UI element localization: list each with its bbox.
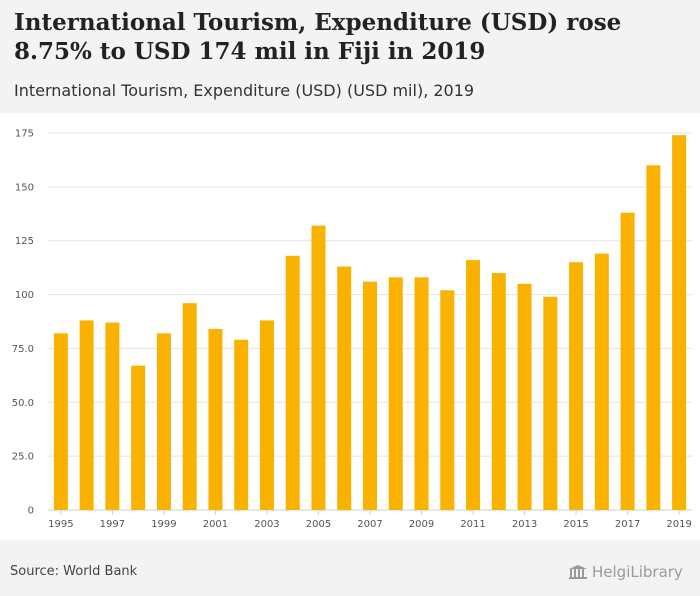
bar-2003[interactable] — [259, 320, 274, 510]
bar-2011[interactable] — [466, 260, 481, 510]
bar-2002[interactable] — [234, 339, 249, 510]
x-tick-label: 2013 — [512, 519, 537, 530]
y-tick-label: 150 — [15, 182, 34, 193]
bar-2006[interactable] — [337, 266, 352, 510]
x-tick-label: 1999 — [151, 519, 176, 530]
helgilibrary-logo[interactable]: HelgiLibrary — [568, 563, 683, 581]
x-tick-label: 2017 — [615, 519, 640, 530]
bar-2013[interactable] — [517, 283, 532, 510]
bar-1995[interactable] — [53, 333, 68, 510]
y-tick-label: 25.0 — [12, 452, 34, 463]
y-tick-label: 100 — [15, 290, 34, 301]
bar-1997[interactable] — [105, 322, 120, 510]
x-tick-label: 1995 — [48, 519, 73, 530]
x-tick-label: 2009 — [409, 519, 434, 530]
bar-2000[interactable] — [182, 303, 197, 510]
x-tick-label: 1997 — [100, 519, 125, 530]
y-tick-label: 175 — [15, 129, 34, 140]
bar-1999[interactable] — [156, 333, 171, 510]
bar-2008[interactable] — [388, 277, 403, 510]
bar-2012[interactable] — [491, 273, 506, 510]
bar-2016[interactable] — [594, 253, 609, 510]
x-tick-label: 2015 — [563, 519, 588, 530]
library-building-icon — [569, 565, 587, 579]
y-tick-label: 125 — [15, 236, 34, 247]
chart-subtitle: International Tourism, Expenditure (USD)… — [14, 81, 475, 100]
bar-2018[interactable] — [646, 165, 661, 511]
bar-2017[interactable] — [620, 212, 635, 511]
bar-2004[interactable] — [285, 255, 300, 510]
bars — [53, 135, 687, 511]
y-tick-label: 75.0 — [12, 344, 34, 355]
bar-2005[interactable] — [311, 225, 326, 511]
y-axis-ticks: 0 25.0 50.0 75.0 100 125 150 175 — [12, 129, 34, 517]
bar-2019[interactable] — [672, 135, 687, 510]
bar-2007[interactable] — [363, 281, 377, 510]
chart-title: International Tourism, Expenditure (USD)… — [14, 9, 622, 65]
x-tick-label: 2019 — [666, 519, 691, 530]
x-tick-label: 2003 — [254, 519, 279, 530]
x-tick-label: 2011 — [460, 519, 485, 530]
x-tick-label: 2001 — [203, 519, 228, 530]
bar-2015[interactable] — [569, 262, 584, 510]
bar-2001[interactable] — [208, 329, 223, 510]
source-note: Source: World Bank — [10, 564, 138, 579]
bar-1996[interactable] — [79, 320, 94, 510]
bar-1998[interactable] — [131, 365, 146, 510]
bar-2014[interactable] — [543, 296, 558, 510]
logo-text: HelgiLibrary — [592, 563, 683, 581]
x-axis-ticks: 1995 1997 1999 2001 2003 2005 2007 2009 2011 2013… — [48, 510, 692, 530]
bar-2010[interactable] — [440, 290, 455, 510]
y-tick-label: 0 — [28, 506, 34, 517]
x-tick-label: 2005 — [306, 519, 331, 530]
y-tick-label: 50.0 — [12, 398, 34, 409]
bar-2009[interactable] — [414, 277, 429, 510]
x-tick-label: 2007 — [357, 519, 382, 530]
